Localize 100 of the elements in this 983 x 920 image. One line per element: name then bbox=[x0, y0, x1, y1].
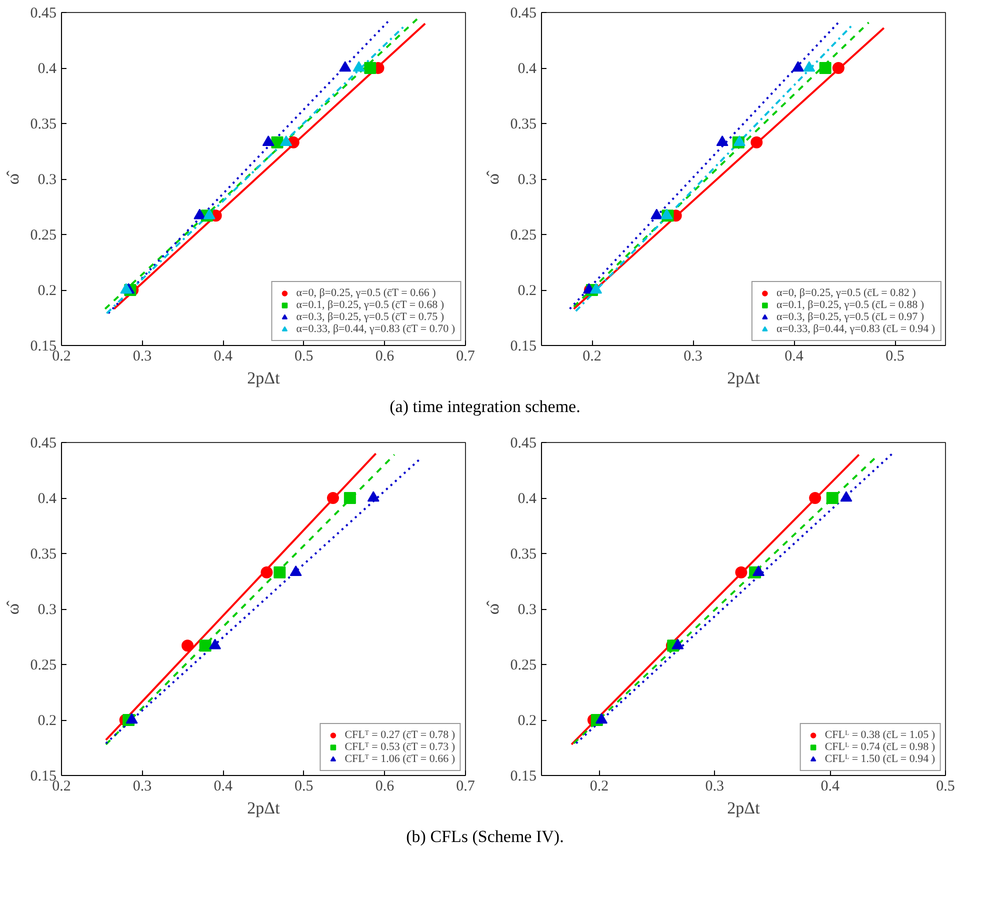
point bbox=[660, 208, 673, 220]
point bbox=[752, 566, 765, 576]
x-tick-label: 0.5 bbox=[936, 778, 955, 794]
point bbox=[832, 62, 844, 74]
point bbox=[803, 61, 816, 72]
point bbox=[203, 208, 216, 220]
point bbox=[590, 283, 602, 294]
y-axis-title: ω̂ bbox=[3, 600, 22, 615]
y-tick-label: 0.35 bbox=[30, 116, 56, 132]
point bbox=[209, 638, 222, 650]
legend-label: CFLᴸ = 1.50 (c̄L = 0.94 ) bbox=[824, 753, 935, 765]
y-tick-label: 0.15 bbox=[510, 768, 536, 784]
y-tick-label: 0.15 bbox=[510, 338, 536, 354]
point bbox=[194, 208, 206, 220]
legend-label: α=0.3, β=0.25, γ=0.5 (c̄L = 0.97 ) bbox=[776, 311, 924, 323]
y-axis-title: ω̂ bbox=[483, 600, 502, 615]
y-tick-label: 0.35 bbox=[510, 546, 536, 562]
legend-label: CFLᵀ = 0.27 (c̄T = 0.78 ) bbox=[344, 729, 455, 741]
y-tick-label: 0.25 bbox=[510, 228, 536, 244]
point bbox=[826, 492, 838, 504]
x-tick-label: 0.4 bbox=[214, 348, 233, 364]
point bbox=[274, 566, 286, 578]
legend-label: α=0.33, β=0.44, γ=0.83 (c̄L = 0.94 ) bbox=[776, 323, 935, 335]
x-axis-title: 2pΔt bbox=[727, 798, 760, 818]
point bbox=[735, 566, 748, 578]
x-tick-label: 0.4 bbox=[784, 348, 804, 364]
y-tick-label: 0.35 bbox=[30, 546, 56, 562]
x-tick-label: 0.3 bbox=[684, 348, 702, 364]
point bbox=[809, 492, 822, 504]
x-tick-label: 0.6 bbox=[375, 348, 395, 364]
y-tick-label: 0.25 bbox=[30, 228, 56, 244]
legend-label: CFLᴸ = 0.74 (c̄L = 0.98 ) bbox=[824, 741, 935, 753]
y-tick-label: 0.25 bbox=[510, 658, 536, 674]
x-axis-title: 2pΔt bbox=[247, 368, 280, 388]
point bbox=[364, 62, 376, 74]
point bbox=[792, 61, 804, 72]
y-tick-label: 0.4 bbox=[38, 491, 57, 507]
x-tick-label: 0.3 bbox=[705, 778, 724, 794]
point bbox=[199, 640, 212, 652]
y-tick-label: 0.4 bbox=[518, 61, 537, 77]
legend-label: α=0, β=0.25, γ=0.5 (c̄L = 0.82 ) bbox=[776, 287, 916, 299]
y-tick-label: 0.2 bbox=[38, 713, 56, 729]
point bbox=[339, 61, 352, 72]
y-tick-label: 0.25 bbox=[30, 658, 56, 674]
x-tick-label: 0.3 bbox=[132, 348, 152, 364]
text: (b) CFLs (Scheme IV). bbox=[406, 826, 564, 848]
point bbox=[280, 136, 292, 146]
x-tick-label: 0.4 bbox=[820, 778, 840, 794]
y-tick-label: 0.3 bbox=[38, 172, 56, 188]
point bbox=[596, 713, 608, 724]
point bbox=[344, 492, 356, 504]
y-tick-label: 0.3 bbox=[518, 602, 536, 618]
point bbox=[126, 713, 138, 724]
y-axis-title: ω̂ bbox=[3, 170, 22, 185]
x-tick-label: 0.5 bbox=[294, 778, 314, 794]
x-tick-label: 0.7 bbox=[456, 348, 476, 364]
y-tick-label: 0.2 bbox=[518, 283, 536, 299]
legend-label: α=0, β=0.25, γ=0.5 (c̄T = 0.66 ) bbox=[296, 287, 436, 299]
y-axis-title: ω̂ bbox=[483, 170, 502, 185]
y-tick-label: 0.45 bbox=[510, 436, 536, 452]
legend-label: CFLᵀ = 1.06 (c̄T = 0.66 ) bbox=[344, 753, 455, 765]
legend-label: α=0.33, β=0.44, γ=0.83 (c̄T = 0.70 ) bbox=[296, 323, 455, 335]
legend-label: α=0.3, β=0.25, γ=0.5 (c̄T = 0.75 ) bbox=[296, 311, 444, 323]
x-tick-label: 0.4 bbox=[214, 778, 233, 794]
x-tick-label: 0.5 bbox=[294, 348, 314, 364]
legend-label: α=0.1, β=0.25, γ=0.5 (c̄T = 0.68 ) bbox=[296, 299, 444, 311]
point bbox=[182, 640, 194, 652]
point bbox=[650, 208, 663, 220]
y-tick-label: 0.4 bbox=[518, 491, 537, 507]
point bbox=[716, 136, 728, 146]
point bbox=[352, 61, 365, 72]
legend-label: CFLᵀ = 0.53 (c̄T = 0.73 ) bbox=[344, 741, 455, 753]
x-tick-label: 0.6 bbox=[375, 778, 395, 794]
y-tick-label: 0.2 bbox=[518, 713, 536, 729]
x-tick-label: 0.2 bbox=[582, 348, 602, 364]
y-tick-label: 0.2 bbox=[38, 283, 56, 299]
point bbox=[819, 62, 832, 74]
y-tick-label: 0.45 bbox=[510, 6, 536, 22]
point bbox=[120, 283, 132, 294]
x-tick-label: 0.3 bbox=[132, 778, 152, 794]
point bbox=[672, 638, 684, 650]
y-tick-label: 0.3 bbox=[38, 602, 56, 618]
x-axis-title: 2pΔt bbox=[727, 368, 760, 388]
x-tick-label: 0.7 bbox=[456, 778, 476, 794]
legend-label: CFLᴸ = 0.38 (c̄L = 1.05 ) bbox=[824, 729, 935, 741]
text: (a) time integration scheme. bbox=[390, 396, 580, 418]
x-tick-label: 0.5 bbox=[886, 348, 904, 364]
point bbox=[367, 491, 380, 502]
legend-label: α=0.1, β=0.25, γ=0.5 (c̄L = 0.88 ) bbox=[776, 299, 924, 311]
x-axis-title: 2pΔt bbox=[247, 798, 280, 818]
x-tick-label: 0.2 bbox=[590, 778, 609, 794]
y-tick-label: 0.3 bbox=[518, 172, 536, 188]
point bbox=[262, 136, 274, 146]
y-tick-label: 0.4 bbox=[38, 61, 57, 77]
point bbox=[750, 136, 763, 148]
y-tick-label: 0.45 bbox=[30, 6, 56, 22]
y-tick-label: 0.35 bbox=[510, 116, 536, 132]
point bbox=[840, 491, 852, 502]
y-tick-label: 0.45 bbox=[30, 436, 56, 452]
point bbox=[260, 566, 273, 578]
